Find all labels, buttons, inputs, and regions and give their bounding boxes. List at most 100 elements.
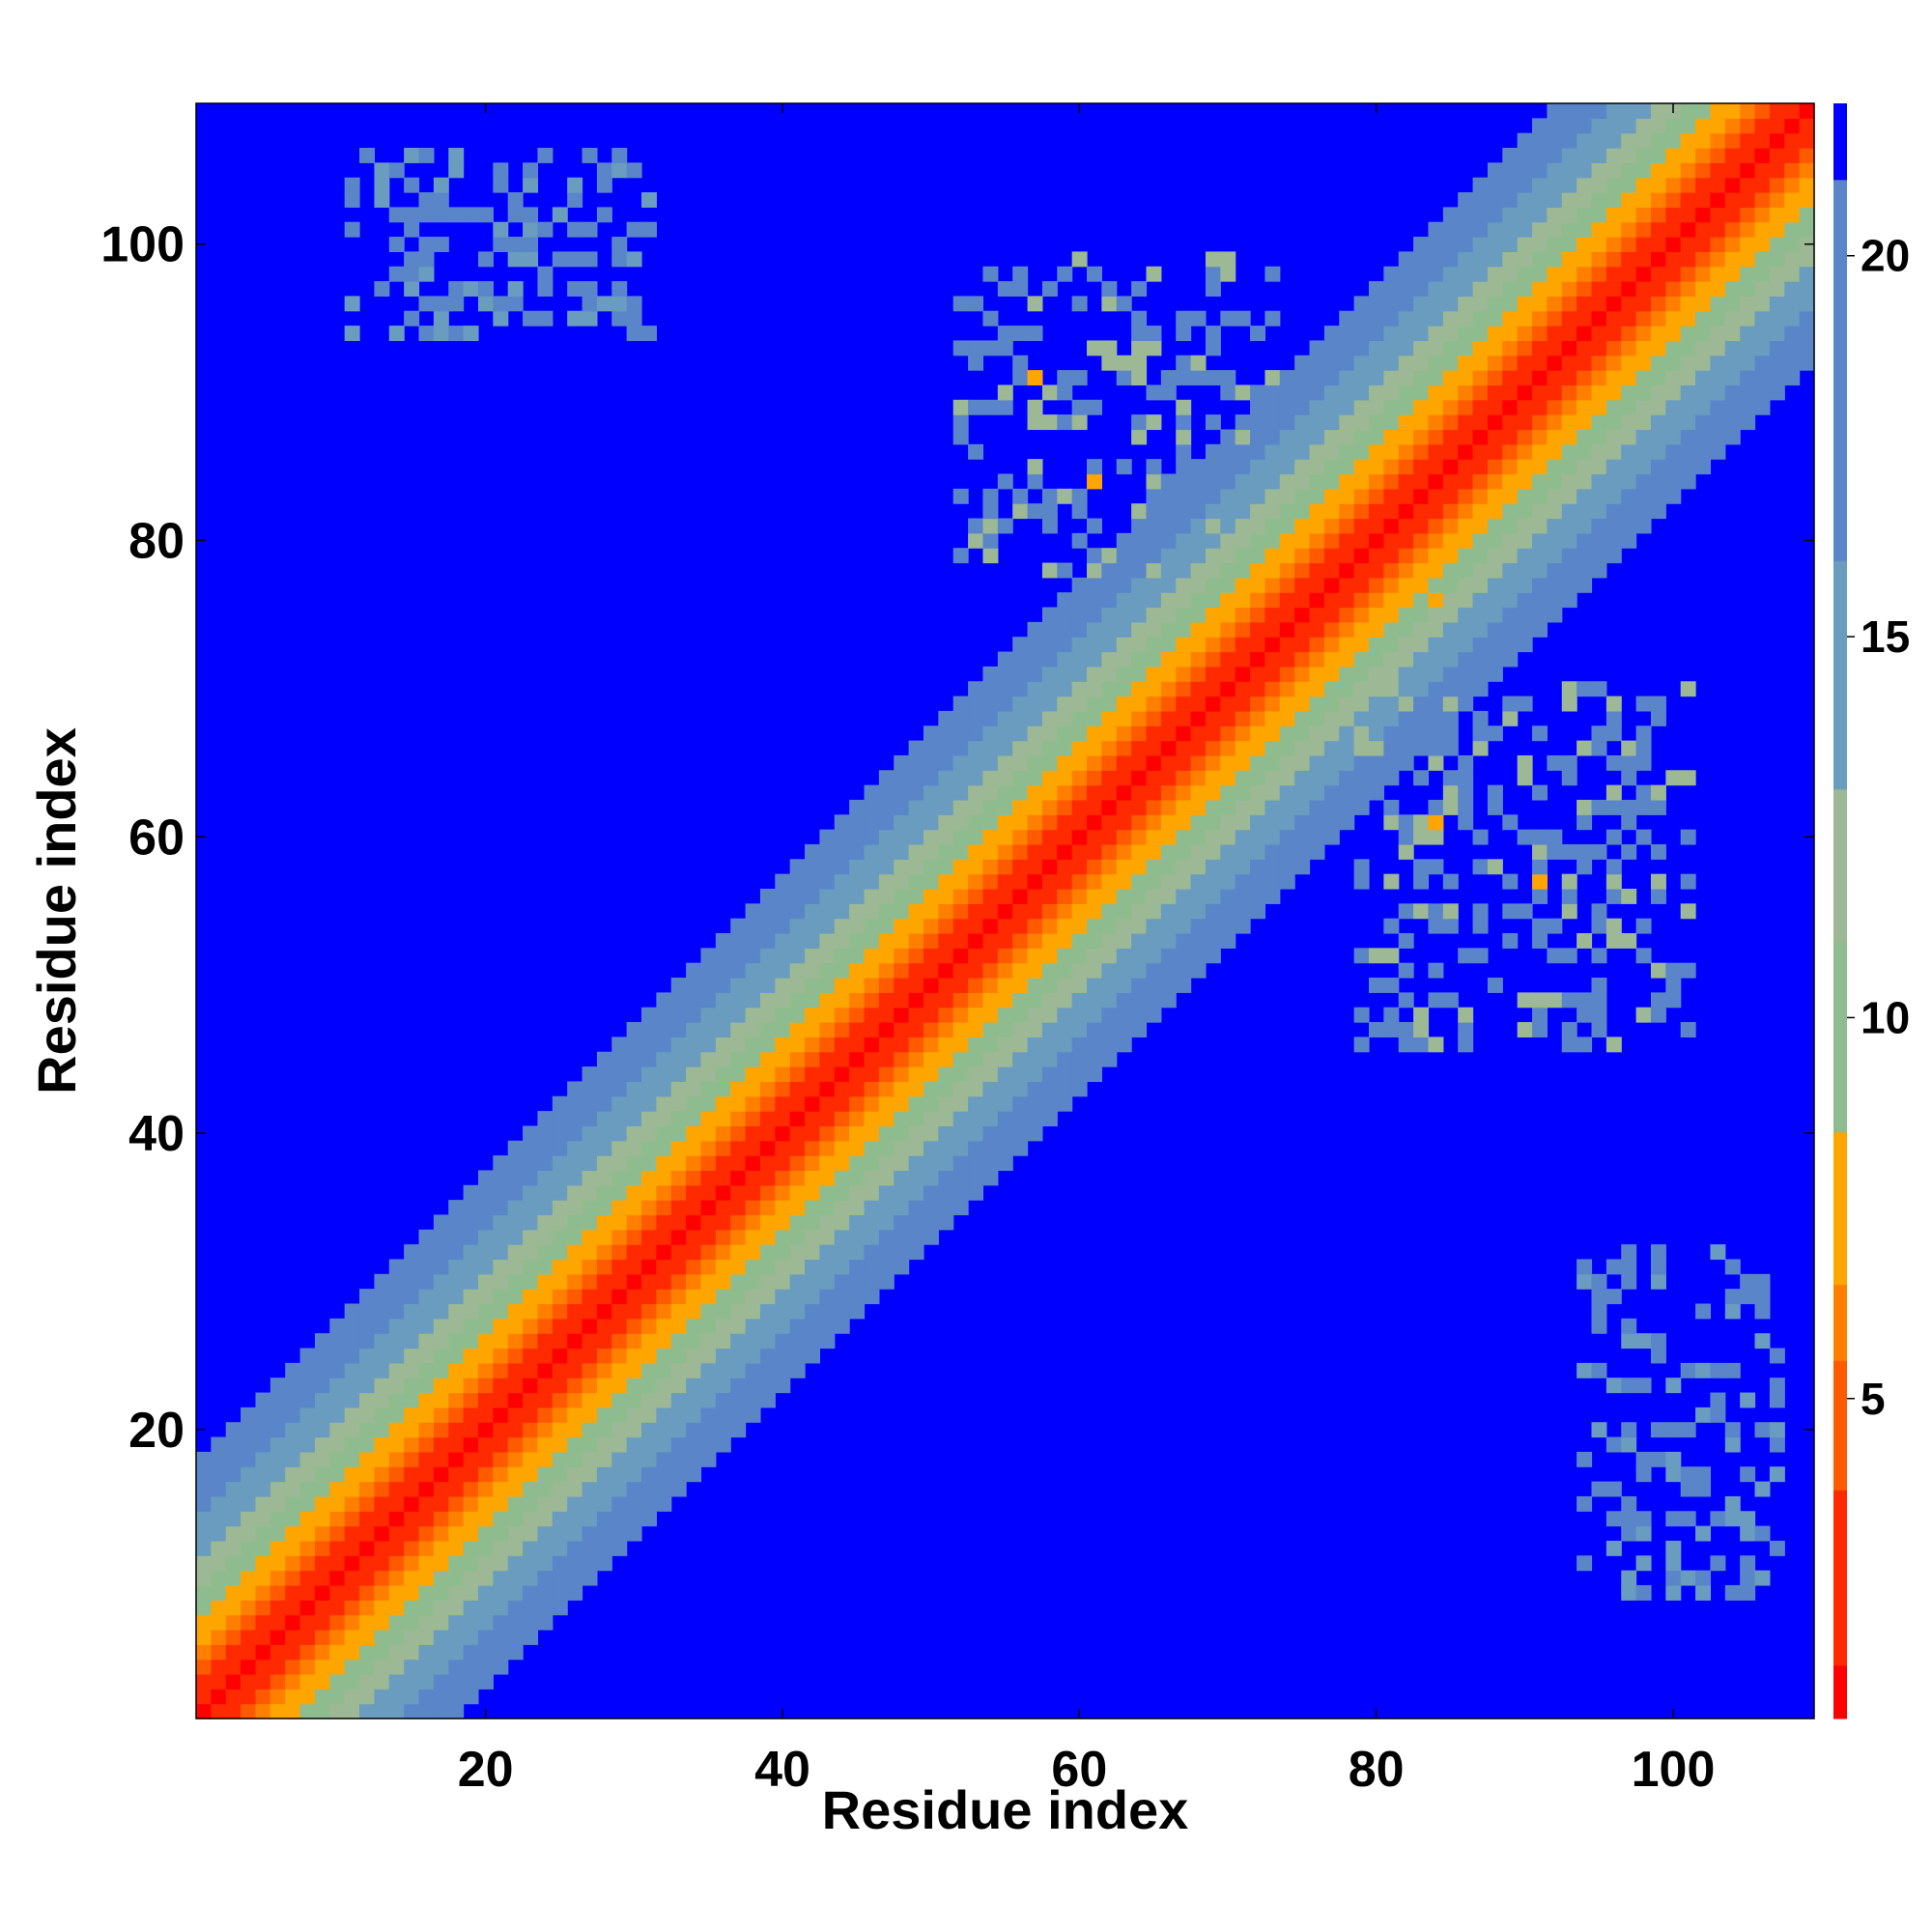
heatmap-cell bbox=[894, 784, 910, 801]
heatmap-cell bbox=[849, 918, 866, 934]
heatmap-cell bbox=[241, 1466, 257, 1483]
heatmap-cell bbox=[1577, 577, 1593, 593]
heatmap-cell bbox=[1650, 473, 1666, 490]
heatmap-cell bbox=[1724, 1259, 1741, 1275]
heatmap-cell bbox=[1680, 340, 1696, 356]
heatmap-cell bbox=[1472, 192, 1489, 208]
heatmap-cell bbox=[775, 1051, 791, 1067]
heatmap-cell bbox=[1532, 577, 1548, 593]
heatmap-cell bbox=[1532, 843, 1548, 860]
heatmap-cell bbox=[1101, 978, 1118, 993]
heatmap-cell bbox=[1041, 710, 1058, 726]
heatmap-cell bbox=[1472, 221, 1489, 238]
heatmap-cell bbox=[968, 518, 984, 534]
heatmap-cell bbox=[1517, 251, 1533, 268]
heatmap-cell bbox=[952, 918, 969, 934]
heatmap-cell bbox=[388, 1525, 405, 1542]
heatmap-cell bbox=[1635, 1007, 1652, 1023]
heatmap-cell bbox=[894, 918, 910, 934]
heatmap-cell bbox=[1176, 814, 1192, 831]
heatmap-cell bbox=[715, 1273, 731, 1290]
heatmap-cell bbox=[819, 992, 836, 1009]
heatmap-cell bbox=[1502, 237, 1519, 252]
heatmap-cell bbox=[1621, 1318, 1637, 1334]
heatmap-cell bbox=[1605, 221, 1622, 238]
heatmap-cell bbox=[1279, 607, 1295, 623]
heatmap-cell bbox=[1635, 103, 1652, 119]
heatmap-cell bbox=[715, 1422, 731, 1438]
heatmap-cell bbox=[1577, 814, 1593, 831]
heatmap-cell bbox=[1116, 1022, 1132, 1037]
heatmap-cell bbox=[670, 1318, 687, 1334]
heatmap-cell bbox=[1205, 443, 1221, 460]
heatmap-cell bbox=[626, 1155, 642, 1172]
heatmap-cell bbox=[418, 1273, 435, 1290]
heatmap-cell bbox=[1353, 488, 1370, 504]
heatmap-cell bbox=[1458, 443, 1474, 460]
heatmap-cell bbox=[1041, 384, 1058, 401]
heatmap-cell bbox=[759, 1229, 776, 1245]
heatmap-cell bbox=[626, 1184, 642, 1201]
heatmap-cell bbox=[997, 666, 1013, 682]
heatmap-cell bbox=[997, 814, 1013, 831]
heatmap-cell bbox=[255, 1525, 271, 1542]
heatmap-cell bbox=[359, 1540, 376, 1556]
heatmap-cell bbox=[270, 1466, 286, 1483]
heatmap-cell bbox=[656, 1244, 672, 1261]
heatmap-cell bbox=[329, 1378, 346, 1394]
heatmap-cell bbox=[923, 1111, 939, 1127]
heatmap-cell bbox=[1472, 310, 1489, 327]
heatmap-cell bbox=[582, 310, 598, 327]
heatmap-cell bbox=[878, 1095, 895, 1112]
heatmap-cell bbox=[1547, 281, 1563, 298]
heatmap-cell bbox=[596, 1155, 612, 1172]
heatmap-cell bbox=[523, 1289, 539, 1305]
heatmap-cell bbox=[1591, 1007, 1607, 1023]
heatmap-cell bbox=[730, 1125, 747, 1142]
heatmap-cell bbox=[433, 1689, 449, 1705]
heatmap-cell bbox=[730, 1037, 747, 1053]
heatmap-cell bbox=[1101, 637, 1118, 653]
heatmap-cell bbox=[1235, 918, 1251, 934]
heatmap-cell bbox=[686, 1259, 702, 1275]
heatmap-cell bbox=[1635, 488, 1652, 504]
heatmap-cell bbox=[878, 978, 895, 993]
heatmap-cell bbox=[1665, 340, 1682, 356]
heatmap-cell bbox=[1591, 162, 1607, 179]
heatmap-cell bbox=[285, 1703, 301, 1719]
heatmap-cell bbox=[299, 1511, 316, 1527]
heatmap-cell bbox=[523, 1555, 539, 1572]
heatmap-cell bbox=[894, 1066, 910, 1083]
heatmap-cell bbox=[1071, 770, 1088, 786]
heatmap-cell bbox=[1740, 1273, 1756, 1290]
heatmap-cell bbox=[448, 1584, 465, 1601]
heatmap-cell bbox=[730, 1200, 747, 1216]
heatmap-cell bbox=[1413, 859, 1430, 875]
heatmap-cell bbox=[1027, 399, 1043, 415]
heatmap-cell bbox=[582, 1362, 598, 1378]
heatmap-cell bbox=[1665, 1466, 1682, 1483]
heatmap-cell bbox=[1428, 473, 1444, 490]
heatmap-cell bbox=[968, 532, 984, 549]
heatmap-cell bbox=[285, 1689, 301, 1705]
heatmap-cell bbox=[582, 1436, 598, 1453]
heatmap-cell bbox=[686, 1362, 702, 1378]
heatmap-cell bbox=[878, 992, 895, 1009]
heatmap-cell bbox=[1160, 710, 1177, 726]
heatmap-cell bbox=[938, 933, 954, 949]
heatmap-cell bbox=[582, 1184, 598, 1201]
heatmap-cell bbox=[878, 1111, 895, 1127]
heatmap-cell bbox=[552, 1229, 568, 1245]
heatmap-cell bbox=[448, 207, 465, 223]
heatmap-cell bbox=[463, 1259, 479, 1275]
heatmap-cell bbox=[1205, 281, 1221, 298]
heatmap-cell bbox=[1027, 414, 1043, 431]
heatmap-cell bbox=[670, 1244, 687, 1261]
heatmap-cell bbox=[433, 1570, 449, 1586]
heatmap-cell bbox=[805, 978, 821, 993]
heatmap-cell bbox=[1695, 296, 1712, 312]
heatmap-cell bbox=[404, 1614, 420, 1631]
heatmap-cell bbox=[314, 1392, 330, 1408]
heatmap-cell bbox=[1116, 992, 1132, 1009]
heatmap-cell bbox=[849, 903, 866, 920]
